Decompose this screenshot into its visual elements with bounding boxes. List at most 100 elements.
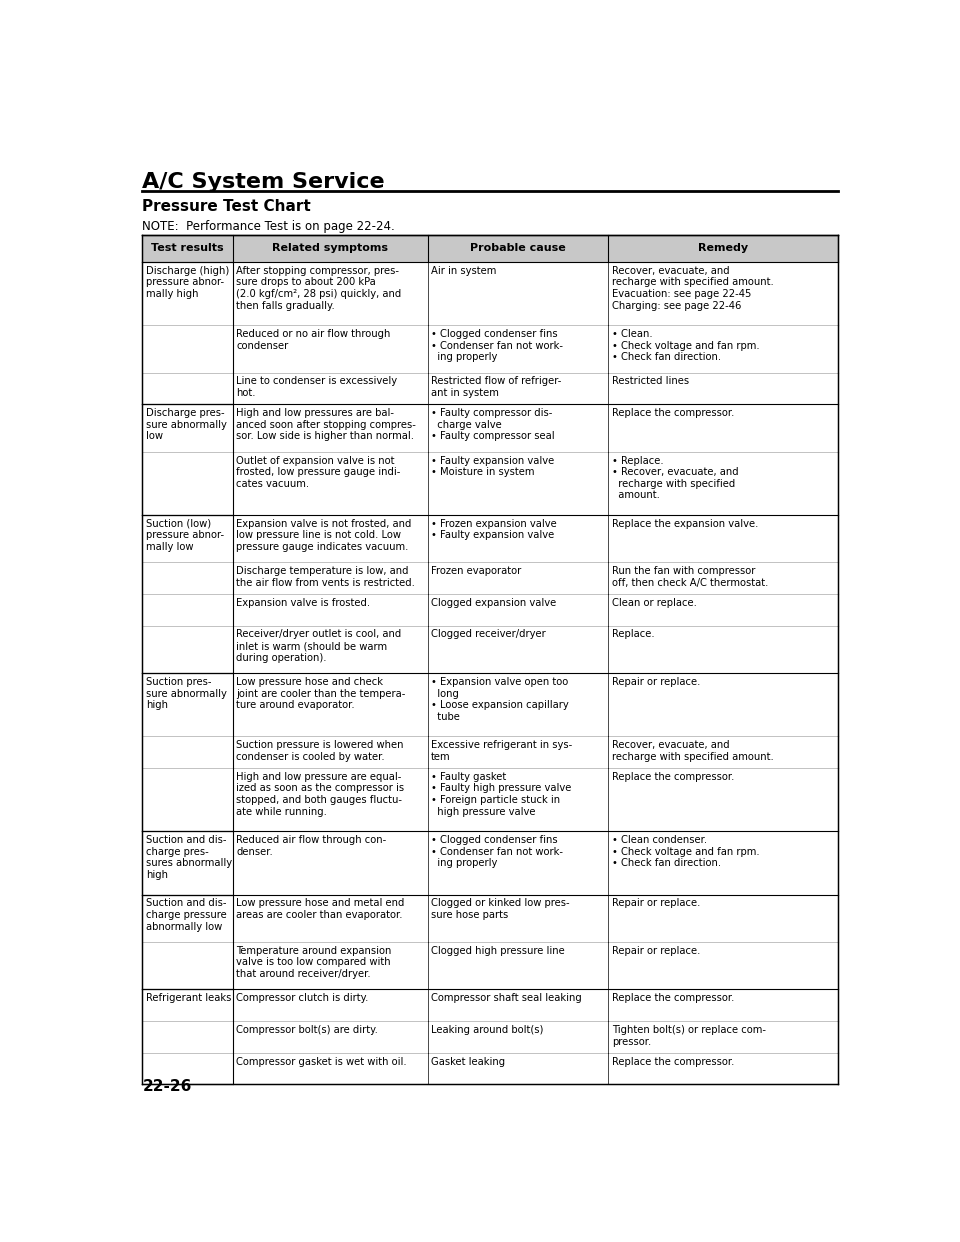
Bar xyxy=(142,515,232,673)
Bar xyxy=(142,831,232,894)
Text: Clogged or kinked low pres-
sure hose parts: Clogged or kinked low pres- sure hose pa… xyxy=(431,898,570,920)
Bar xyxy=(427,831,609,894)
Text: Air in system: Air in system xyxy=(431,266,496,276)
Text: Expansion valve is not frosted, and
low pressure line is not cold. Low
pressure : Expansion valve is not frosted, and low … xyxy=(236,519,412,551)
Text: Suction (low)
pressure abnor-
mally low: Suction (low) pressure abnor- mally low xyxy=(146,519,225,551)
Text: Clean or replace.: Clean or replace. xyxy=(612,597,697,607)
Text: Clogged receiver/dryer: Clogged receiver/dryer xyxy=(431,630,546,640)
Text: Run the fan with compressor
off, then check A/C thermostat.: Run the fan with compressor off, then ch… xyxy=(612,566,769,587)
Text: NOTE:  Performance Test is on page 22-24.: NOTE: Performance Test is on page 22-24. xyxy=(142,220,396,232)
Text: Suction and dis-
charge pres-
sures abnormally
high: Suction and dis- charge pres- sures abno… xyxy=(146,835,232,879)
Text: Recover, evacuate, and
recharge with specified amount.
Evacuation: see page 22-4: Recover, evacuate, and recharge with spe… xyxy=(612,266,774,310)
Bar xyxy=(232,515,427,563)
Text: Discharge (high)
pressure abnor-
mally high: Discharge (high) pressure abnor- mally h… xyxy=(146,266,229,299)
Text: Replace.: Replace. xyxy=(612,630,655,640)
Bar xyxy=(232,894,427,941)
Bar xyxy=(232,831,427,894)
Text: Frozen evaporator: Frozen evaporator xyxy=(431,566,521,576)
Bar xyxy=(427,594,609,626)
Bar xyxy=(232,1053,427,1084)
Bar xyxy=(142,673,232,831)
Bar xyxy=(427,894,609,941)
Text: Suction pres-
sure abnormally
high: Suction pres- sure abnormally high xyxy=(146,677,227,710)
Text: High and low pressure are equal-
ized as soon as the compressor is
stopped, and : High and low pressure are equal- ized as… xyxy=(236,771,404,817)
Text: Probable cause: Probable cause xyxy=(470,243,565,253)
Text: Test results: Test results xyxy=(152,243,224,253)
Text: Restricted lines: Restricted lines xyxy=(612,376,689,386)
Text: Pressure Test Chart: Pressure Test Chart xyxy=(142,199,311,214)
Text: Replace the compressor.: Replace the compressor. xyxy=(612,771,734,781)
Text: Replace the compressor.: Replace the compressor. xyxy=(612,994,734,1004)
Text: Excessive refrigerant in sys-
tem: Excessive refrigerant in sys- tem xyxy=(431,740,572,761)
Bar xyxy=(609,452,838,515)
Bar xyxy=(232,673,427,737)
Bar xyxy=(609,1021,838,1053)
Text: Temperature around expansion
valve is too low compared with
that around receiver: Temperature around expansion valve is to… xyxy=(236,946,392,979)
Bar xyxy=(609,373,838,404)
Bar xyxy=(232,990,427,1021)
Bar xyxy=(609,626,838,673)
Bar xyxy=(232,941,427,990)
Bar xyxy=(142,235,838,262)
Bar xyxy=(427,262,609,325)
Bar xyxy=(232,626,427,673)
Text: • Clean condenser.
• Check voltage and fan rpm.
• Check fan direction.: • Clean condenser. • Check voltage and f… xyxy=(612,835,759,868)
Bar xyxy=(609,737,838,768)
Bar xyxy=(427,941,609,990)
Text: Remedy: Remedy xyxy=(698,243,748,253)
Text: Recover, evacuate, and
recharge with specified amount.: Recover, evacuate, and recharge with spe… xyxy=(612,740,774,761)
Bar xyxy=(142,262,232,404)
Bar xyxy=(232,737,427,768)
Text: After stopping compressor, pres-
sure drops to about 200 kPa
(2.0 kgf/cm², 28 ps: After stopping compressor, pres- sure dr… xyxy=(236,266,401,310)
Bar xyxy=(609,404,838,452)
Text: • Faulty expansion valve
• Moisture in system: • Faulty expansion valve • Moisture in s… xyxy=(431,456,555,477)
Text: Repair or replace.: Repair or replace. xyxy=(612,677,701,687)
Text: Replace the compressor.: Replace the compressor. xyxy=(612,409,734,419)
Text: Replace the compressor.: Replace the compressor. xyxy=(612,1057,734,1067)
Text: Clogged expansion valve: Clogged expansion valve xyxy=(431,597,557,607)
Bar xyxy=(427,990,609,1021)
Text: • Clogged condenser fins
• Condenser fan not work-
  ing properly: • Clogged condenser fins • Condenser fan… xyxy=(431,329,564,363)
Text: Outlet of expansion valve is not
frosted, low pressure gauge indi-
cates vacuum.: Outlet of expansion valve is not frosted… xyxy=(236,456,401,488)
Bar xyxy=(232,262,427,325)
Text: Replace the expansion valve.: Replace the expansion valve. xyxy=(612,519,758,529)
Bar xyxy=(427,626,609,673)
Text: Compressor shaft seal leaking: Compressor shaft seal leaking xyxy=(431,994,582,1004)
Text: Discharge temperature is low, and
the air flow from vents is restricted.: Discharge temperature is low, and the ai… xyxy=(236,566,416,587)
Bar xyxy=(232,768,427,831)
Bar xyxy=(609,673,838,737)
Bar xyxy=(232,452,427,515)
Bar xyxy=(609,563,838,594)
Text: Low pressure hose and metal end
areas are cooler than evaporator.: Low pressure hose and metal end areas ar… xyxy=(236,898,405,920)
Bar xyxy=(427,1021,609,1053)
Text: Refrigerant leaks: Refrigerant leaks xyxy=(146,994,231,1004)
Text: Compressor clutch is dirty.: Compressor clutch is dirty. xyxy=(236,994,369,1004)
Text: Receiver/dryer outlet is cool, and
inlet is warm (should be warm
during operatio: Receiver/dryer outlet is cool, and inlet… xyxy=(236,630,401,663)
Text: Gasket leaking: Gasket leaking xyxy=(431,1057,505,1067)
Text: Tighten bolt(s) or replace com-
pressor.: Tighten bolt(s) or replace com- pressor. xyxy=(612,1025,766,1047)
Text: Low pressure hose and check
joint are cooler than the tempera-
ture around evapo: Low pressure hose and check joint are co… xyxy=(236,677,406,710)
Bar xyxy=(427,768,609,831)
Bar xyxy=(609,262,838,325)
Bar xyxy=(232,404,427,452)
Bar xyxy=(427,563,609,594)
Bar xyxy=(427,673,609,737)
Bar xyxy=(142,404,232,515)
Text: • Clogged condenser fins
• Condenser fan not work-
  ing properly: • Clogged condenser fins • Condenser fan… xyxy=(431,835,564,868)
Bar xyxy=(609,990,838,1021)
Bar xyxy=(609,515,838,563)
Text: • Faulty gasket
• Faulty high pressure valve
• Foreign particle stuck in
  high : • Faulty gasket • Faulty high pressure v… xyxy=(431,771,571,817)
Text: Expansion valve is frosted.: Expansion valve is frosted. xyxy=(236,597,371,607)
Text: Related symptoms: Related symptoms xyxy=(272,243,388,253)
Bar xyxy=(232,373,427,404)
Bar xyxy=(609,325,838,373)
Text: Repair or replace.: Repair or replace. xyxy=(612,946,701,956)
Text: High and low pressures are bal-
anced soon after stopping compres-
sor. Low side: High and low pressures are bal- anced so… xyxy=(236,409,417,441)
Bar xyxy=(427,373,609,404)
Bar xyxy=(142,894,232,990)
Bar xyxy=(427,515,609,563)
Bar xyxy=(609,768,838,831)
Text: Clogged high pressure line: Clogged high pressure line xyxy=(431,946,565,956)
Bar xyxy=(142,990,232,1084)
Bar xyxy=(232,1021,427,1053)
